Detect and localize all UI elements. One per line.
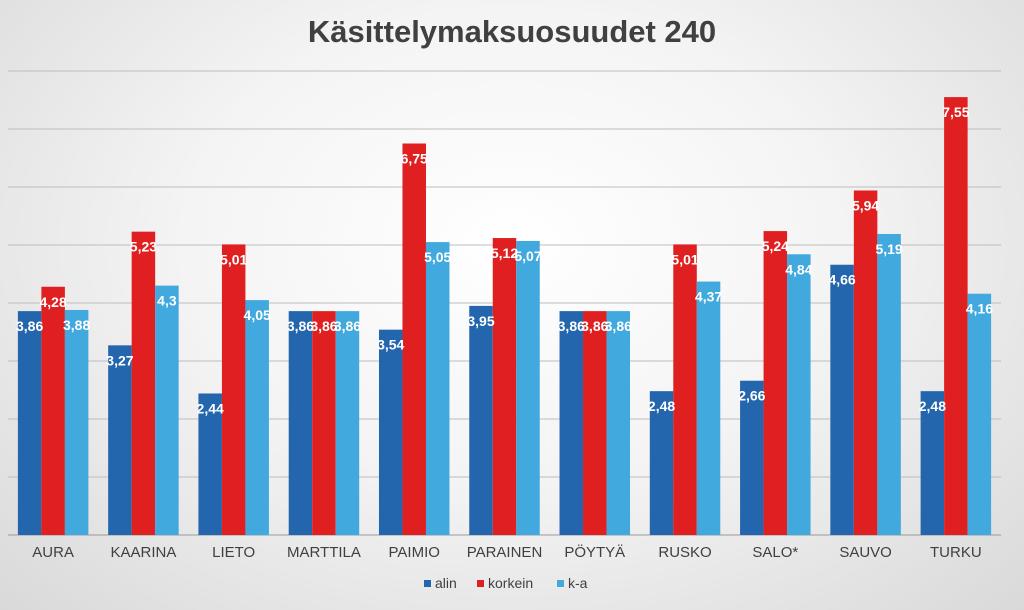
bar-alin-pöytyä <box>559 311 584 535</box>
x-tick-label: MARTTILA <box>287 544 361 561</box>
legend-swatch-k-a <box>557 580 564 587</box>
bar-korkein-turku <box>944 97 968 535</box>
data-label: 4,16 <box>966 301 993 317</box>
bar-k-a-sauvo <box>877 233 901 536</box>
data-label: 2,66 <box>738 388 765 404</box>
bar-alin-rusko <box>649 391 674 535</box>
data-label: 3,88 <box>63 317 90 333</box>
bar-k-a-salo* <box>787 254 811 535</box>
bar-alin-parainen <box>469 305 493 535</box>
bar-alin-salo* <box>740 380 764 535</box>
data-label: 4,28 <box>40 294 67 310</box>
data-label: 5,01 <box>671 251 698 267</box>
data-label: 3,27 <box>106 352 133 368</box>
data-label: 4,3 <box>157 293 177 309</box>
data-label: 3,86 <box>16 318 43 334</box>
x-tick-label: PAIMIO <box>389 544 440 561</box>
legend-label-k-a: k-a <box>568 575 588 591</box>
data-label: 5,12 <box>491 245 518 261</box>
data-label: 2,48 <box>648 398 675 414</box>
data-label: 5,24 <box>762 238 789 254</box>
legend: alin korkein k-a <box>424 575 588 591</box>
bar-alin-marttila <box>288 311 313 535</box>
data-label: 3,86 <box>581 318 608 334</box>
x-tick-label: RUSKO <box>658 544 711 561</box>
bar-korkein-rusko <box>673 244 697 536</box>
bar-k-a-lieto <box>245 300 269 535</box>
data-label: 2,48 <box>919 398 946 414</box>
bar-alin-sauvo <box>830 264 854 535</box>
data-label: 3,86 <box>558 318 585 334</box>
legend-swatch-korkein <box>477 580 484 587</box>
x-tick-label: AURA <box>32 544 74 561</box>
data-label: 3,86 <box>287 318 314 334</box>
bar-k-a-marttila <box>335 311 360 535</box>
data-label: 5,07 <box>514 248 541 264</box>
legend-label-korkein: korkein <box>488 575 533 591</box>
data-label: 5,23 <box>130 239 157 255</box>
bar-alin-aura <box>17 311 42 535</box>
data-label: 5,05 <box>424 249 451 265</box>
data-label: 4,84 <box>785 261 812 277</box>
bar-korkein-marttila <box>312 311 336 535</box>
bar-korkein-aura <box>41 286 65 535</box>
label-layer: 3,86 4,28 3,88 AURA 3,27 5,23 4,3 KAARINA 2,44 5,… <box>16 104 993 561</box>
x-tick-label: TURKU <box>930 544 982 561</box>
bar-alin-turku <box>920 391 945 535</box>
bar-korkein-sauvo <box>853 190 878 536</box>
data-label: 3,86 <box>334 318 361 334</box>
chart-title: Käsittelymaksuosuudet 240 <box>307 14 717 49</box>
bar-k-a-paimio <box>425 242 450 535</box>
bar-korkein-pöytyä <box>583 311 607 535</box>
bar-alin-paimio <box>378 329 403 535</box>
legend-swatch-alin <box>424 580 431 587</box>
data-label: 2,44 <box>197 400 224 416</box>
data-label: 4,66 <box>828 272 855 288</box>
data-label: 4,05 <box>244 307 271 323</box>
bar-k-a-turku <box>967 293 992 535</box>
data-label: 5,01 <box>220 251 247 267</box>
bar-alin-lieto <box>198 393 222 535</box>
data-label: 6,75 <box>401 151 428 167</box>
bar-korkein-paimio <box>402 143 426 535</box>
data-label: 3,95 <box>467 313 494 329</box>
data-label: 5,94 <box>852 197 879 213</box>
bar-k-a-parainen <box>516 240 540 535</box>
data-label: 3,54 <box>377 337 404 353</box>
data-label: 7,55 <box>942 104 969 120</box>
data-label: 3,86 <box>605 318 632 334</box>
bar-korkein-salo* <box>763 231 788 535</box>
bar-k-a-aura <box>64 309 89 535</box>
data-label: 4,37 <box>695 289 722 305</box>
x-tick-label: SAUVO <box>839 544 892 561</box>
x-tick-label: SALO* <box>752 544 798 561</box>
bar-korkein-lieto <box>221 244 246 536</box>
data-label: 5,19 <box>875 241 902 257</box>
bar-korkein-parainen <box>492 238 517 536</box>
bar-korkein-kaarina <box>131 231 156 535</box>
bar-alin-kaarina <box>108 345 132 535</box>
data-label: 3,86 <box>310 318 337 334</box>
bar-k-a-pöytyä <box>606 311 631 535</box>
bar-k-a-kaarina <box>155 285 179 535</box>
legend-label-alin: alin <box>435 575 457 591</box>
bar-k-a-rusko <box>696 281 721 535</box>
bar-layer <box>17 97 992 536</box>
x-tick-label: PÖYTYÄ <box>564 543 625 561</box>
x-tick-label: PARAINEN <box>467 544 543 561</box>
x-tick-label: KAARINA <box>110 544 176 561</box>
x-tick-label: LIETO <box>212 544 255 561</box>
